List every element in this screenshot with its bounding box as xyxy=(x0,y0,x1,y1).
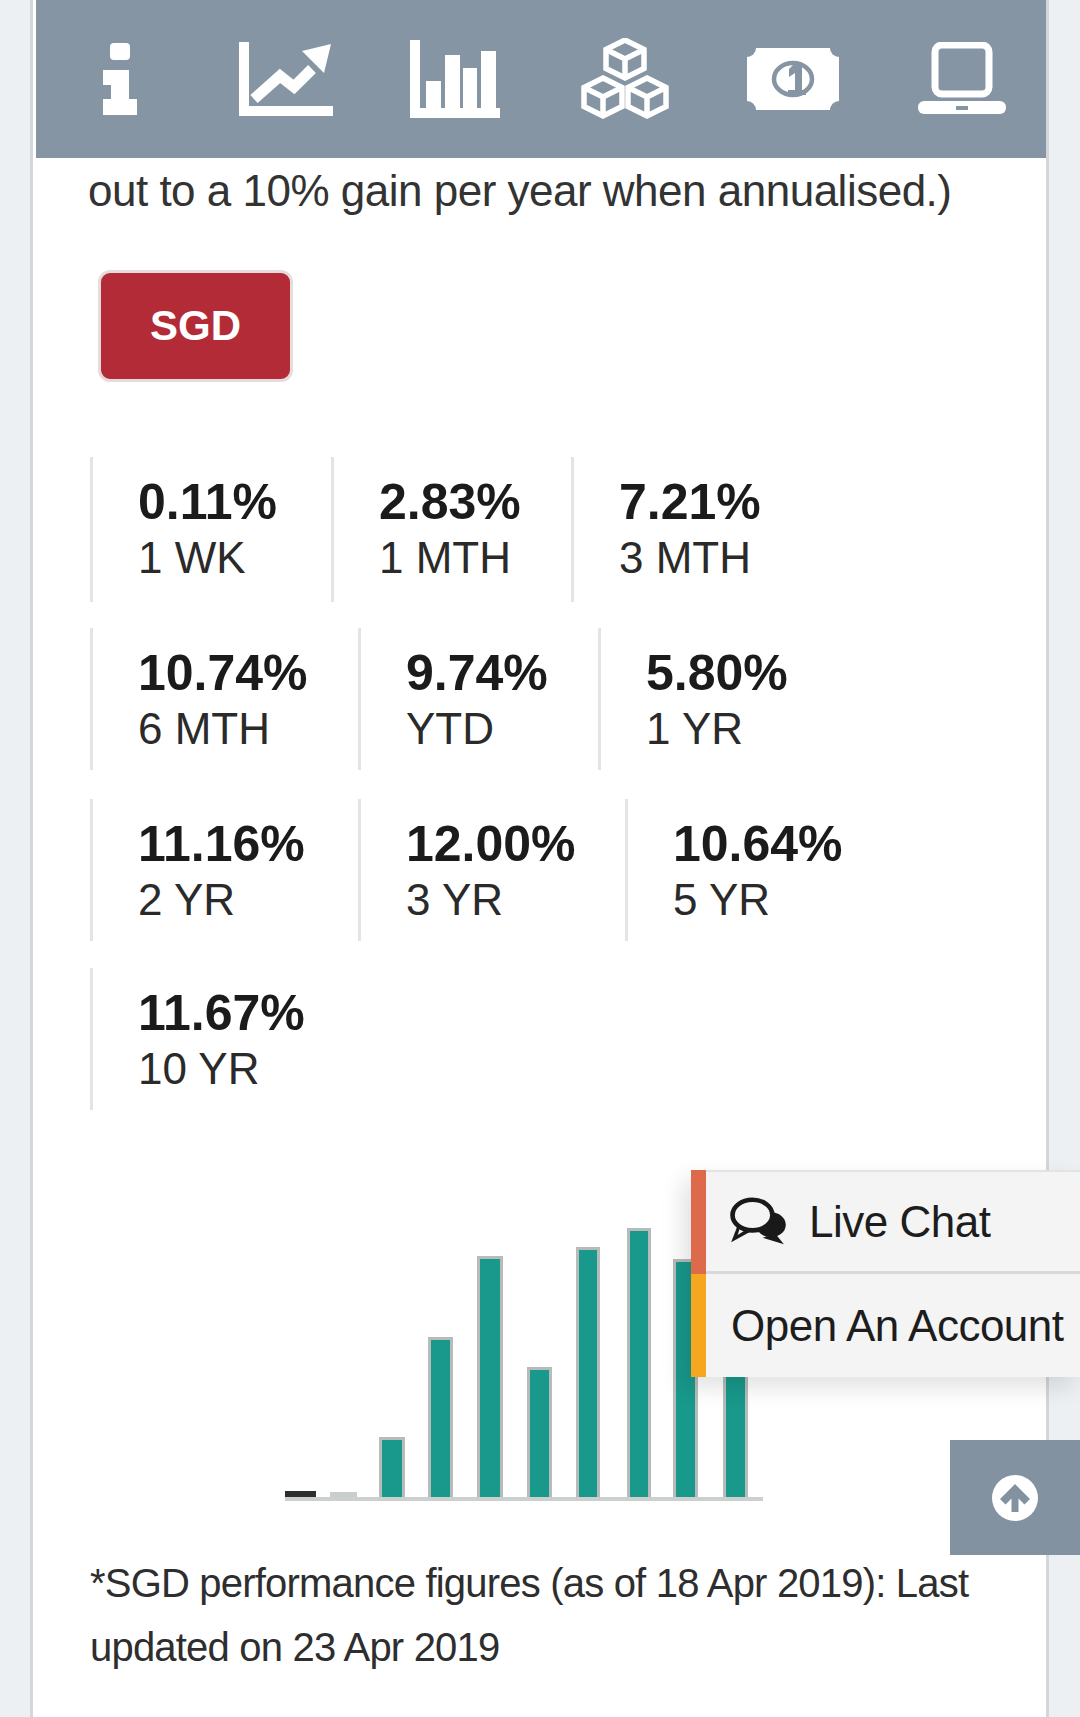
perf-period: 1 YR xyxy=(646,705,838,753)
perf-cell: 12.00% 3 YR xyxy=(358,799,625,941)
banknote-icon xyxy=(747,48,839,110)
perf-value: 12.00% xyxy=(406,818,625,870)
toolbar-item-banknote[interactable] xyxy=(709,0,877,158)
chart-bar xyxy=(576,1247,600,1497)
live-chat-stripe xyxy=(691,1170,706,1274)
live-chat-label: Live Chat xyxy=(809,1197,990,1247)
footnote-line-2: updated on 23 Apr 2019 xyxy=(90,1615,968,1679)
toolbar-item-bar-chart[interactable] xyxy=(373,0,541,158)
chart-bar xyxy=(379,1437,405,1497)
info-icon xyxy=(102,43,138,115)
chart-bar xyxy=(285,1491,316,1497)
perf-cell: 7.21% 3 MTH xyxy=(571,457,811,602)
toolbar-item-cubes[interactable] xyxy=(541,0,709,158)
chart-bar xyxy=(723,1364,748,1497)
footnote-line-1: *SGD performance figures (as of 18 Apr 2… xyxy=(90,1551,968,1615)
bar-chart-icon xyxy=(409,40,505,118)
toolbar-item-line-chart[interactable] xyxy=(204,0,372,158)
perf-cell: 10.74% 6 MTH xyxy=(90,628,358,770)
chart-bar xyxy=(428,1337,453,1497)
chat-bubbles-icon xyxy=(728,1197,788,1247)
open-account-stripe xyxy=(691,1274,706,1377)
footnote: *SGD performance figures (as of 18 Apr 2… xyxy=(90,1551,968,1679)
perf-period: 3 YR xyxy=(406,876,625,924)
open-account-button[interactable]: Open An Account xyxy=(691,1274,1080,1377)
perf-value: 2.83% xyxy=(379,476,571,528)
arrow-up-icon xyxy=(991,1474,1039,1522)
perf-value: 11.67% xyxy=(138,987,358,1039)
perf-period: 2 YR xyxy=(138,876,358,924)
floating-action-panel: Live Chat Open An Account xyxy=(691,1170,1080,1377)
paragraph-text: out to a 10% gain per year when annualis… xyxy=(88,166,951,216)
perf-cell: 2.83% 1 MTH xyxy=(331,457,571,602)
perf-period: 1 MTH xyxy=(379,534,571,582)
chart-bar xyxy=(527,1367,552,1497)
perf-value: 0.11% xyxy=(138,476,331,528)
cubes-icon xyxy=(575,38,675,120)
scroll-to-top-button[interactable] xyxy=(950,1440,1080,1555)
perf-value: 11.16% xyxy=(138,818,358,870)
live-chat-button[interactable]: Live Chat xyxy=(691,1170,1080,1274)
perf-cell: 0.11% 1 WK xyxy=(90,457,331,602)
top-toolbar xyxy=(36,0,1046,158)
left-gutter xyxy=(0,0,33,1717)
currency-button-sgd[interactable]: SGD xyxy=(98,270,293,382)
perf-row: 11.67% 10 YR xyxy=(90,968,358,1110)
perf-value: 5.80% xyxy=(646,647,838,699)
perf-value: 7.21% xyxy=(619,476,811,528)
laptop-icon xyxy=(912,42,1012,116)
page: out to a 10% gain per year when annualis… xyxy=(0,0,1080,1717)
perf-period: 10 YR xyxy=(138,1045,358,1093)
perf-cell: 11.67% 10 YR xyxy=(90,968,358,1110)
perf-cell: 9.74% YTD xyxy=(358,628,598,770)
perf-row: 10.74% 6 MTH 9.74% YTD 5.80% 1 YR xyxy=(90,628,838,770)
perf-row: 11.16% 2 YR 12.00% 3 YR 10.64% 5 YR xyxy=(90,799,865,941)
toolbar-item-laptop[interactable] xyxy=(878,0,1046,158)
chart-bar xyxy=(330,1492,357,1497)
perf-cell: 10.64% 5 YR xyxy=(625,799,865,941)
perf-period: 1 WK xyxy=(138,534,331,582)
perf-row: 0.11% 1 WK 2.83% 1 MTH 7.21% 3 MTH xyxy=(90,457,811,602)
toolbar-item-info[interactable] xyxy=(36,0,204,158)
perf-period: 6 MTH xyxy=(138,705,358,753)
chart-bar xyxy=(477,1256,503,1497)
chart-baseline xyxy=(285,1497,763,1501)
perf-period: 5 YR xyxy=(673,876,865,924)
perf-period: YTD xyxy=(406,705,598,753)
perf-cell: 5.80% 1 YR xyxy=(598,628,838,770)
perf-period: 3 MTH xyxy=(619,534,811,582)
perf-value: 10.74% xyxy=(138,647,358,699)
open-account-label: Open An Account xyxy=(731,1301,1064,1351)
line-chart-icon xyxy=(239,42,337,116)
chart-bar xyxy=(627,1228,651,1497)
perf-cell: 11.16% 2 YR xyxy=(90,799,358,941)
perf-value: 10.64% xyxy=(673,818,865,870)
perf-value: 9.74% xyxy=(406,647,598,699)
